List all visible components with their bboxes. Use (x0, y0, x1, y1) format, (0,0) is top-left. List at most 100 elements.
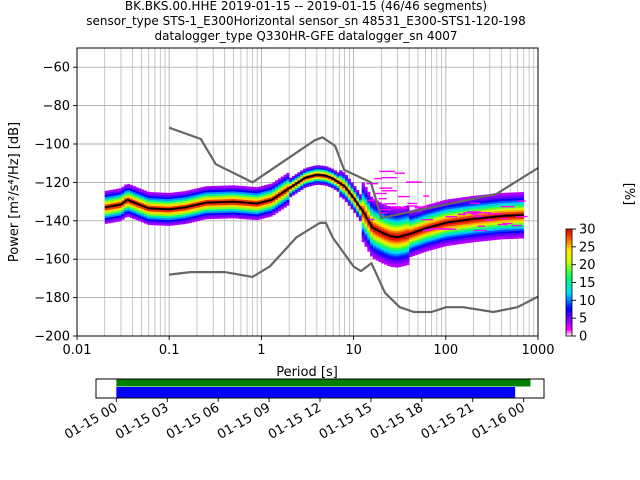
y-tick-label: −60 (43, 61, 70, 76)
psd-density-cell (239, 186, 242, 188)
psd-density-cell (513, 192, 516, 194)
psd-density-cell (462, 197, 465, 199)
psd-outlier-segment (407, 203, 417, 204)
psd-density-cell (309, 167, 312, 169)
psd-density-cell (515, 192, 518, 194)
psd-density-cell (311, 166, 314, 168)
psd-outlier-segment (395, 172, 405, 173)
psd-density-cell (130, 185, 133, 187)
psd-density-cell (244, 186, 247, 188)
psd-density-cell (211, 186, 214, 188)
psd-density-cell (258, 187, 261, 189)
coverage-x-ticks: 01-15 0001-15 0301-15 0601-15 0901-15 12… (62, 398, 527, 443)
colorbar-gradient (566, 229, 572, 336)
psd-density-cell (521, 192, 524, 194)
psd-outlier-segment (501, 206, 515, 207)
psd-density-cell (110, 190, 113, 192)
psd-density-cell (225, 186, 228, 188)
psd-outlier-segment (473, 215, 482, 216)
x-axis-label: Period [s] (276, 365, 338, 380)
psd-density-cell (451, 199, 454, 201)
psd-density-cell (144, 191, 147, 193)
psd-density-cell (219, 186, 222, 188)
x-tick-label: 0.1 (159, 343, 180, 358)
psd-density-cell (186, 191, 189, 193)
psd-density-cell (233, 185, 236, 187)
psd-density-cell (392, 207, 395, 209)
psd-density-cell (429, 204, 432, 206)
coverage-bar-data-availability (116, 387, 515, 398)
y-tick-label: −120 (34, 176, 70, 191)
psd-density-cell (172, 192, 175, 194)
psd-outlier-segment (485, 219, 494, 220)
psd-density-cell (214, 186, 217, 188)
psd-density-cell (434, 203, 437, 205)
x-tick-label: 0.01 (63, 343, 92, 358)
psd-outlier-segment (429, 228, 444, 229)
coverage-tick-label: 01-15 03 (113, 400, 171, 442)
psd-density-cell (356, 190, 359, 192)
y-tick-label: −180 (34, 291, 70, 306)
psd-outlier-segment (378, 198, 386, 199)
psd-density-cell (507, 193, 510, 195)
psd-outlier-segment (379, 171, 395, 172)
psd-outlier-segment (458, 214, 466, 215)
title-line-1: BK.BKS.00.HHE 2019-01-15 -- 2019-01-15 (… (125, 0, 487, 13)
psd-outlier-segment (423, 195, 429, 196)
y-tick-label: −100 (34, 138, 70, 153)
psd-density-cell (446, 200, 449, 202)
psd-density-cell (365, 187, 368, 189)
psd-density-cell (345, 175, 348, 177)
psd-density-cell (191, 189, 194, 191)
psd-outlier-segment (409, 205, 417, 206)
psd-density-cell (459, 198, 462, 200)
psd-density-cell (230, 185, 233, 187)
title-line-2: sensor_type STS-1_E300Horizontal sensor_… (86, 14, 526, 28)
psd-density-cell (300, 170, 303, 172)
psd-density-cell (367, 192, 370, 194)
psd-density-cell (339, 170, 342, 172)
figure-title: BK.BKS.00.HHE 2019-01-15 -- 2019-01-15 (… (86, 0, 526, 43)
psd-density-cell (270, 184, 273, 186)
psd-density-cell (320, 166, 323, 168)
psd-density-cell (510, 193, 513, 195)
psd-density-cell (119, 188, 122, 190)
psd-density-cell (501, 193, 504, 195)
psd-density-cell (381, 204, 384, 206)
psd-density-cell (432, 203, 435, 205)
title-line-3: datalogger_type Q330HR-GFE datalogger_sn… (155, 29, 458, 43)
psd-density-cell (166, 193, 169, 195)
psd-density-cell (256, 187, 259, 189)
psd-density-cell (443, 200, 446, 202)
psd-density-cell (465, 197, 468, 199)
psd-density-cell (113, 189, 116, 191)
coverage-tick-label: 01-15 12 (266, 400, 324, 442)
psd-density-cell (122, 187, 125, 189)
psd-density-cell (250, 187, 253, 189)
psd-density-cell (116, 189, 119, 191)
coverage-tick-label: 01-15 06 (164, 400, 222, 442)
psd-outlier-segment (463, 212, 478, 213)
psd-density-cell (337, 172, 340, 174)
psd-density-cell (236, 186, 239, 188)
colorbar-label: [%] (621, 183, 636, 206)
psd-density-cell (454, 198, 457, 200)
psd-density-cell (272, 182, 275, 184)
psd-density-cell (278, 178, 281, 180)
x-axis-ticks: 0.01 0.1 1 10 100 1000 (63, 336, 555, 358)
psd-density-cell (348, 179, 351, 181)
coverage-tick-label: 01-15 00 (62, 400, 120, 442)
psd-density-cell (370, 197, 373, 199)
psd-density-cell (149, 192, 152, 194)
psd-density-cell (342, 172, 345, 174)
psd-density-cell (158, 192, 161, 194)
psd-density-cell (177, 192, 180, 194)
psd-outlier-segment (415, 207, 426, 208)
psd-outlier-segment (382, 177, 397, 178)
psd-density-cell (267, 184, 270, 186)
psd-density-cell (133, 186, 136, 188)
psd-density-cell (194, 189, 197, 191)
psd-density-cell (289, 178, 292, 180)
psd-density-cell (353, 186, 356, 188)
psd-density-cell (216, 186, 219, 188)
